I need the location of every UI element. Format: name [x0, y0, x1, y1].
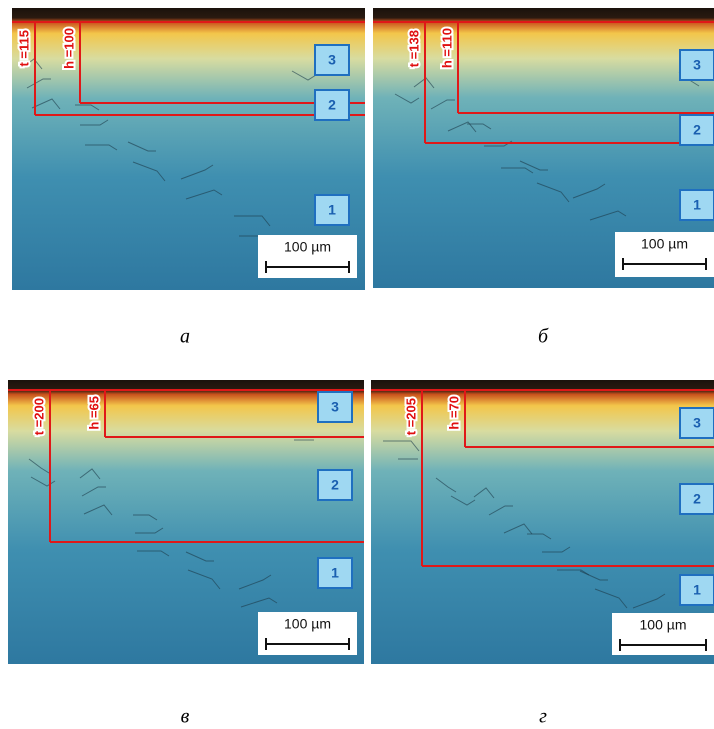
h-label: h =65 [86, 396, 101, 430]
h-label: h =70 [446, 396, 461, 430]
zone-label: 2 [331, 477, 339, 493]
zone-label: 2 [693, 491, 701, 507]
zone-label: 2 [693, 122, 701, 138]
zone-label: 3 [693, 415, 701, 431]
panel-caption: б [538, 326, 549, 348]
h-label: h =100 [61, 28, 76, 69]
scale-label: 100 µm [284, 239, 331, 255]
t-label: t =138 [406, 30, 421, 67]
panel-caption: а [180, 326, 190, 348]
figure: t =115 h =100 3 2 1 100 µm а t =138 h =110 3 2 1 100… [0, 0, 714, 729]
zone-label: 1 [331, 565, 339, 581]
h-label: h =110 [439, 28, 454, 68]
panel: t =115 h =100 3 2 1 100 µm [12, 8, 365, 290]
scale-label: 100 µm [284, 616, 331, 632]
panel: t =138 h =110 3 2 1 100 µm [373, 8, 714, 288]
zone-label: 1 [693, 197, 701, 213]
zone-label: 3 [693, 57, 701, 73]
zone-label: 3 [331, 399, 339, 415]
panel: t =205 h =70 3 2 1 100 µm [371, 380, 714, 664]
zone-label: 1 [328, 202, 336, 218]
t-label: t =200 [31, 398, 46, 435]
panel: t =200 h =65 3 2 1 100 µm [8, 380, 364, 664]
zone-label: 1 [693, 582, 701, 598]
t-label: t =205 [403, 398, 418, 435]
scale-label: 100 µm [640, 617, 687, 633]
zone-label: 2 [328, 97, 336, 113]
scale-label: 100 µm [641, 236, 688, 252]
panel-caption: в [181, 706, 190, 728]
t-label: t =115 [16, 30, 31, 67]
panel-caption: г [539, 706, 547, 728]
zone-label: 3 [328, 52, 336, 68]
